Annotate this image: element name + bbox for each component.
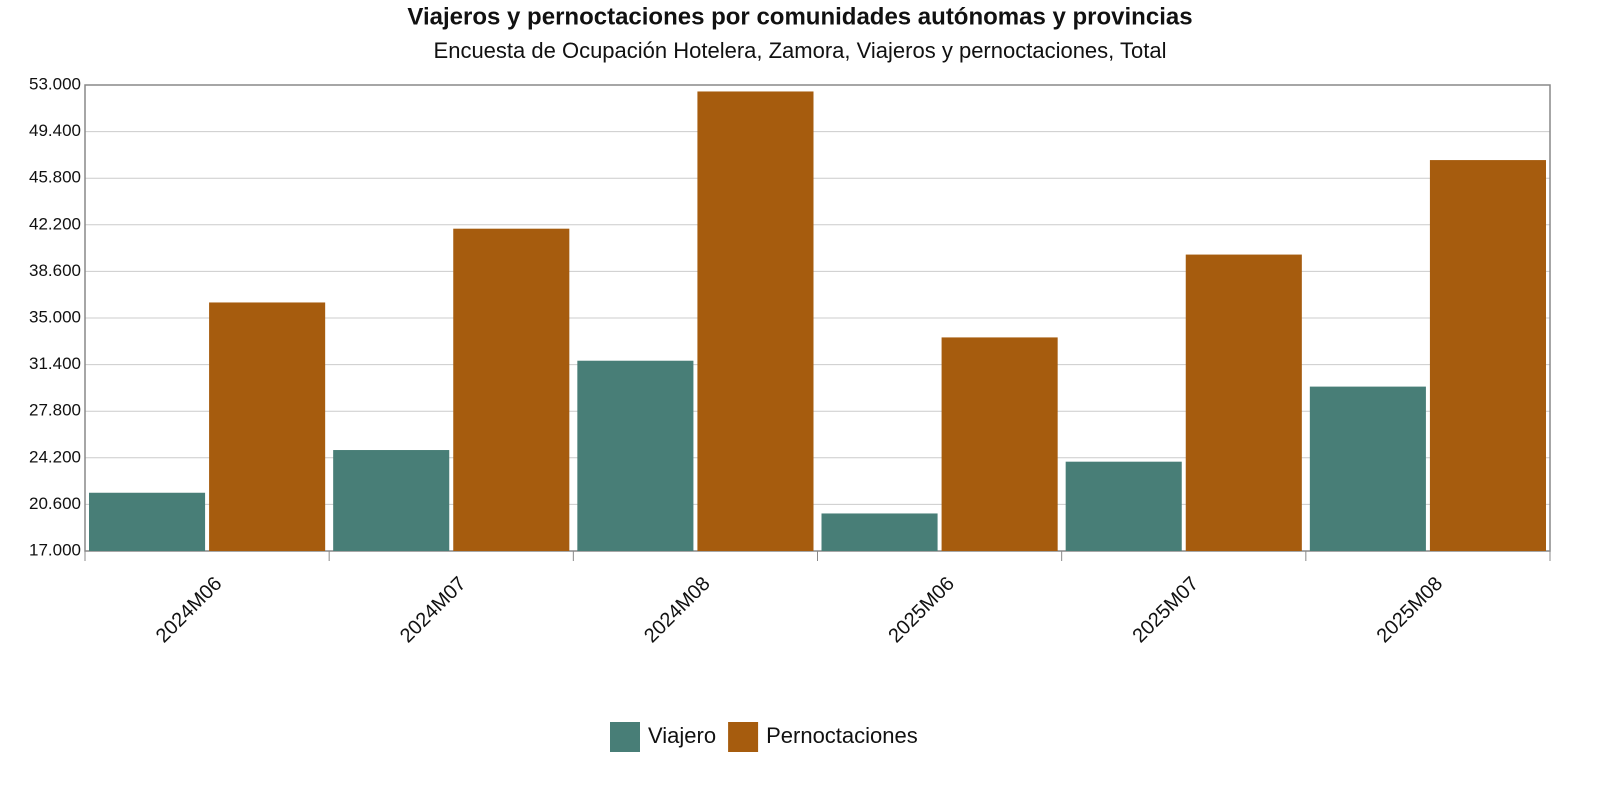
y-tick-label: 38.600 xyxy=(29,261,81,280)
y-tick-label: 20.600 xyxy=(29,494,81,513)
x-tick-label: 2024M08 xyxy=(640,573,715,648)
bar xyxy=(1185,254,1302,552)
legend-swatch xyxy=(728,722,759,752)
x-tick-label: 2024M06 xyxy=(152,573,227,648)
chart-title: Viajeros y pernoctaciones por comunidade… xyxy=(407,3,1192,30)
bar xyxy=(209,302,326,551)
y-tick-label: 24.200 xyxy=(29,447,81,466)
bar xyxy=(821,513,938,551)
bar xyxy=(89,492,206,551)
y-tick-label: 53.000 xyxy=(29,74,81,93)
legend-label: Pernoctaciones xyxy=(766,723,918,748)
x-tick-label: 2024M07 xyxy=(396,573,471,648)
y-tick-label: 27.800 xyxy=(29,401,81,420)
bar xyxy=(941,337,1058,551)
bar xyxy=(1309,386,1426,551)
y-tick-label: 49.400 xyxy=(29,121,81,140)
y-tick-label: 35.000 xyxy=(29,307,81,326)
chart-subtitle: Encuesta de Ocupación Hotelera, Zamora, … xyxy=(434,38,1167,63)
legend-label: Viajero xyxy=(648,723,716,748)
bar xyxy=(1065,461,1182,551)
bar xyxy=(577,360,694,551)
y-tick-label: 45.800 xyxy=(29,168,81,187)
bar xyxy=(453,228,570,551)
x-tick-label: 2025M08 xyxy=(1373,573,1448,648)
bar xyxy=(697,91,814,551)
legend-swatch xyxy=(610,722,640,752)
bar xyxy=(1429,160,1546,552)
bar xyxy=(333,450,450,551)
y-tick-label: 42.200 xyxy=(29,214,81,233)
y-tick-label: 31.400 xyxy=(29,354,81,373)
y-tick-label: 17.000 xyxy=(29,540,81,559)
x-tick-label: 2025M07 xyxy=(1128,573,1203,648)
x-tick-label: 2025M06 xyxy=(884,573,959,648)
